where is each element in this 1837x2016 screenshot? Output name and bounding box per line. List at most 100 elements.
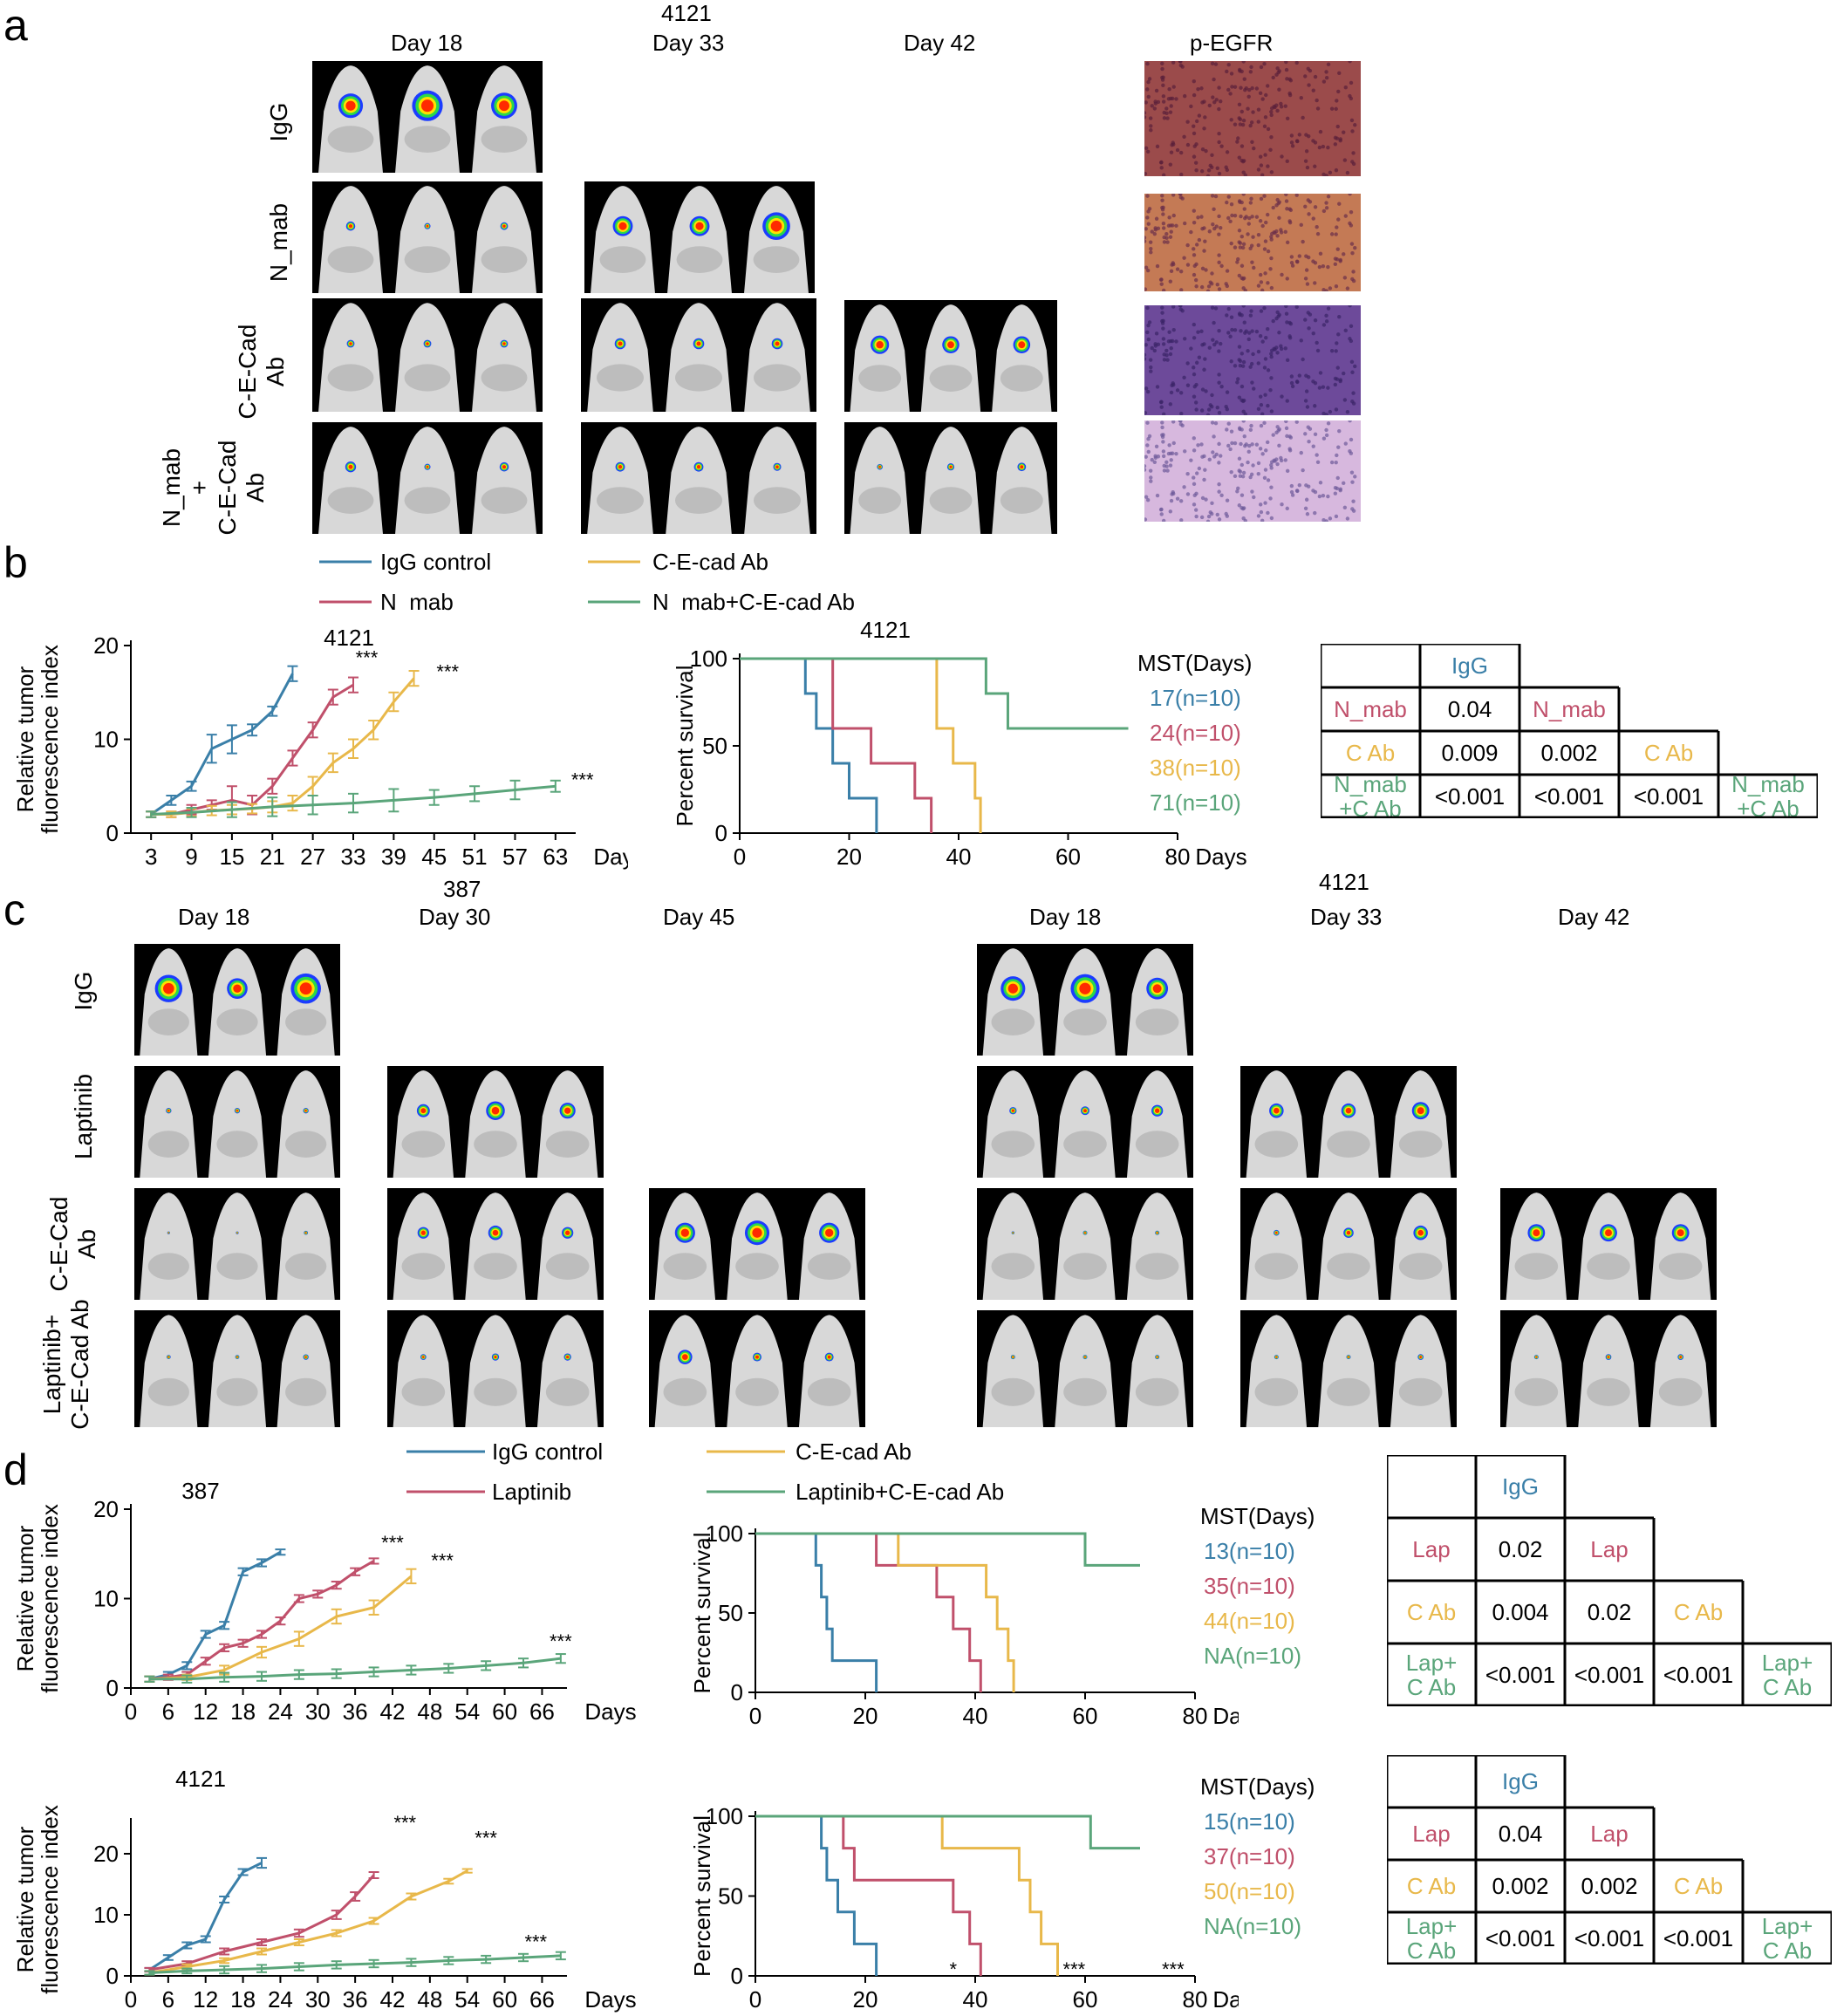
x-tick-label: 24 (268, 1986, 293, 2013)
panel-d-label: d (3, 1445, 28, 1494)
series-0 (740, 657, 878, 833)
x-axis-label: Days (1212, 1986, 1239, 2013)
panel-a-cell-line: 4121 (661, 0, 712, 26)
significance-mark: *** (436, 661, 459, 683)
x-tick-label: 9 (185, 844, 197, 870)
y-tick-label: 20 (93, 1496, 119, 1522)
y-axis-label: fluorescence index (37, 1805, 63, 1994)
x-tick-label: 21 (260, 844, 285, 870)
table-value: 0.02 (1588, 1599, 1632, 1625)
mst-cab: 38(n=10) (1150, 755, 1241, 781)
table-col-header: Lap (1590, 1536, 1628, 1562)
series-line (148, 1862, 263, 1972)
panel-c-image-cecad-387-day30 (387, 1188, 604, 1300)
mst-d-bottom-cab: 50(n=10) (1204, 1878, 1295, 1904)
x-axis-label: Days (584, 1986, 636, 2013)
y-tick-label: 0 (106, 1675, 119, 1701)
panel-c-image-combo-387-day45 (649, 1310, 865, 1427)
panel-a-image-cecad-day33 (581, 298, 816, 412)
x-tick-label: 6 (162, 1698, 174, 1725)
chart-title: 4121 (860, 617, 911, 643)
panel-b-pvalue-table: IgG N_mab 0.04 N_mab C Ab 0.009 0.002 C Ab N_mab… (1319, 642, 1820, 823)
series-line (740, 657, 982, 833)
panel-d-pvalue-table-bottom: IgG Lap 0.04 Lap C Ab 0.002 0.002 C Ab Lap+ C Ab <… (1385, 1753, 1834, 1969)
panel-a-ihc-combo (1142, 418, 1361, 524)
panel-a-day-18: Day 18 (391, 30, 463, 56)
x-tick-label: 30 (305, 1986, 331, 2013)
x-tick-label: 18 (230, 1698, 256, 1725)
x-tick-label: 66 (529, 1986, 555, 2013)
table-col-header: C Ab (1674, 1599, 1723, 1625)
table-row-header: Lap+ (1406, 1650, 1458, 1676)
chart-title: 4121 (324, 625, 374, 651)
panel-c-left-day-18: Day 18 (178, 904, 250, 930)
panel-c-image-laptinib-387-day30 (387, 1066, 604, 1178)
mst-d-bottom-header: MST(Days) (1200, 1773, 1315, 1800)
table-value: <0.001 (1634, 783, 1704, 810)
panel-a-image-cecad-day42 (844, 300, 1057, 412)
y-tick-label: 50 (718, 1600, 743, 1626)
panel-a-image-cecad-day18 (312, 298, 543, 412)
series-2 (755, 1532, 1015, 1692)
x-tick-label: 15 (219, 844, 244, 870)
x-tick-label: 18 (230, 1986, 256, 2013)
table-col-header: Lap+ (1762, 1650, 1813, 1676)
panel-c-row-combo: Laptinib+ C-E-Cad Ab (38, 1299, 93, 1430)
significance-mark: *** (524, 1931, 547, 1953)
x-tick-label: 40 (963, 1986, 988, 2013)
table-value: <0.001 (1663, 1925, 1733, 1951)
table-value: <0.001 (1574, 1662, 1644, 1688)
table-corner-cell (1319, 642, 1422, 689)
mst-d-top-lap: 35(n=10) (1204, 1573, 1295, 1599)
table-col-header: Lap (1590, 1821, 1628, 1847)
mst-combo: 71(n=10) (1150, 789, 1241, 816)
table-value: 0.002 (1581, 1873, 1637, 1899)
table-col-header: Lap+ (1762, 1913, 1813, 1939)
series-line (755, 1532, 878, 1692)
x-tick-label: 40 (946, 844, 972, 870)
legend-d-lap: Laptinib (492, 1479, 571, 1505)
table-value: <0.001 (1485, 1925, 1555, 1951)
x-axis-label: Days (1195, 844, 1246, 870)
panel-a-ihc-nmab (1142, 191, 1361, 294)
mst-d-top-header: MST(Days) (1200, 1503, 1315, 1529)
table-value: 0.002 (1492, 1873, 1548, 1899)
x-tick-label: 54 (454, 1698, 480, 1725)
y-axis-label: fluorescence index (37, 1504, 63, 1693)
x-tick-label: 51 (462, 844, 488, 870)
series-line (755, 1814, 1059, 1976)
y-tick-label: 100 (690, 646, 727, 672)
panel-b-legend: IgG control C-E-cad Ab N_mab N_mab+C-E-c… (319, 549, 855, 612)
x-tick-label: 20 (853, 1703, 878, 1729)
x-axis-label: Days (593, 844, 628, 870)
table-row-header: Lap (1412, 1821, 1450, 1847)
series-line (149, 1657, 562, 1681)
panel-a-image-igg-day18 (312, 61, 543, 173)
x-tick-label: 42 (380, 1698, 406, 1725)
x-tick-label: 0 (749, 1703, 761, 1729)
x-tick-label: 80 (1165, 844, 1191, 870)
panel-a-image-nmab-day33 (584, 181, 815, 293)
panel-a-day-33: Day 33 (652, 30, 725, 56)
y-tick-label: 100 (706, 1803, 743, 1829)
y-axis-label: Relative tumor (12, 1525, 38, 1671)
significance-mark: *** (1162, 1958, 1185, 1980)
table-col-header: C Ab (1763, 1674, 1812, 1700)
x-tick-label: 3 (145, 844, 157, 870)
panel-c-image-combo-387-day30 (387, 1310, 604, 1427)
series-line (755, 1532, 982, 1692)
y-axis-label: fluorescence index (37, 645, 63, 834)
panel-c-image-laptinib-387-day18 (134, 1066, 340, 1178)
table-value: 0.004 (1492, 1599, 1548, 1625)
series-2 (740, 657, 982, 833)
y-axis-label: Percent survival (689, 1815, 715, 1977)
mst-d-top-cab: 44(n=10) (1204, 1608, 1295, 1634)
y-tick-label: 0 (731, 1679, 743, 1705)
legend-nmab: N_mab (380, 589, 454, 612)
panel-a-ihc-cecad (1142, 303, 1361, 418)
x-tick-label: 42 (380, 1986, 406, 2013)
series-line (755, 1532, 1140, 1567)
x-tick-label: 33 (341, 844, 366, 870)
series-line (151, 677, 415, 816)
